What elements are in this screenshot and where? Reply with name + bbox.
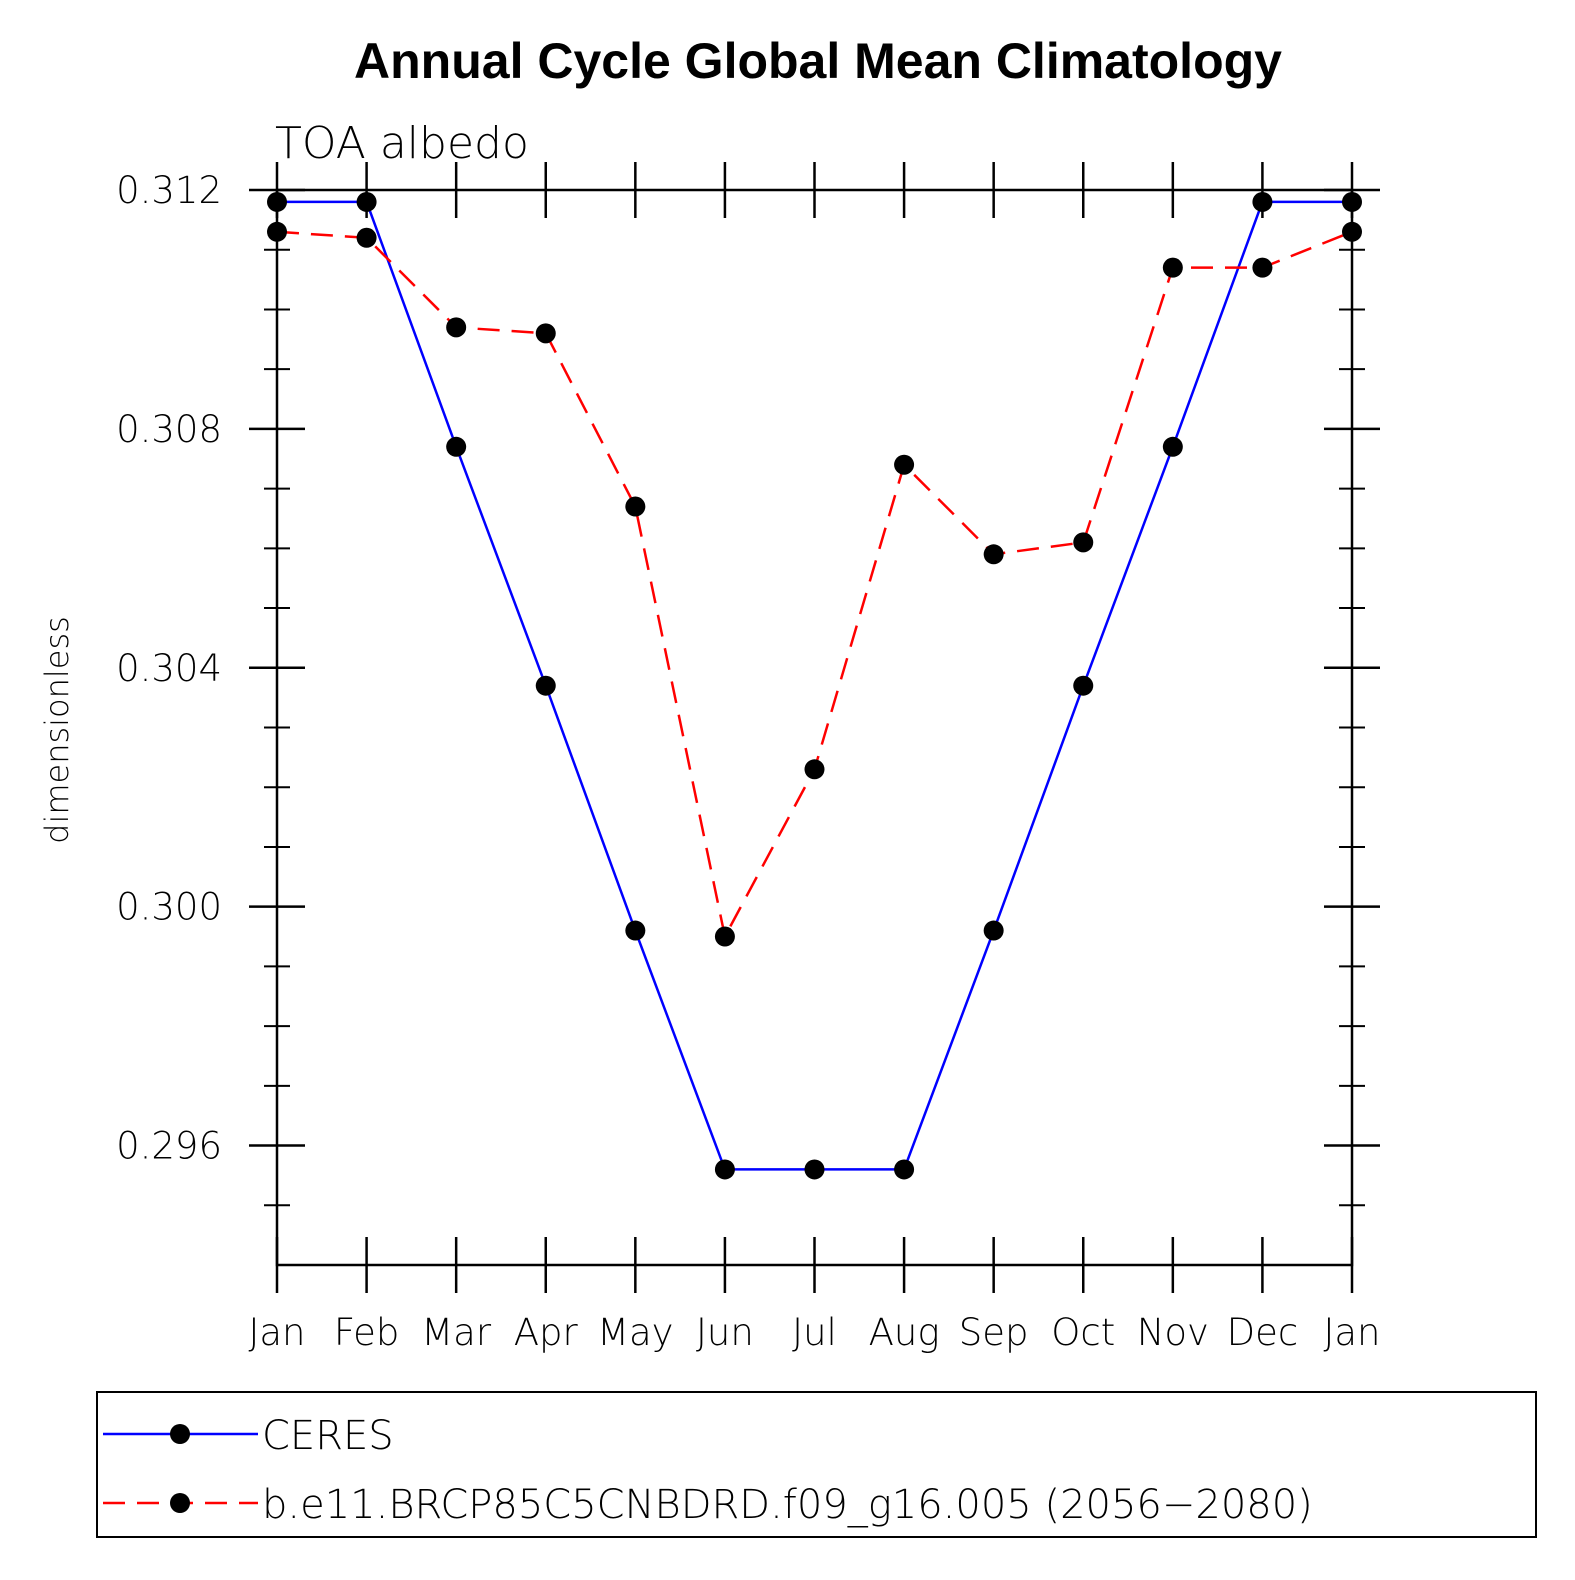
x-tick-label: Apr bbox=[514, 1311, 579, 1354]
series-line-1 bbox=[277, 200, 1352, 1171]
y-tick-label: 0.304 bbox=[116, 647, 222, 690]
x-tick-label: Oct bbox=[1051, 1311, 1115, 1354]
x-tick-label: Jan bbox=[248, 1311, 305, 1354]
chart-title: Annual Cycle Global Mean Climatology bbox=[354, 33, 1282, 89]
plot-frame bbox=[275, 188, 1354, 1267]
series-1-point bbox=[267, 191, 287, 212]
x-tick-label: Mar bbox=[421, 1311, 492, 1354]
x-tick-label: Jan bbox=[1323, 1311, 1380, 1354]
series-2-point bbox=[1342, 221, 1362, 242]
legend-marker-2 bbox=[170, 1493, 190, 1513]
series-2-point bbox=[714, 926, 735, 947]
series-2-point bbox=[356, 227, 377, 248]
series-1-point bbox=[1073, 675, 1094, 696]
x-tick-label: Dec bbox=[1227, 1311, 1299, 1354]
series-1-point bbox=[894, 1159, 915, 1180]
series-2-point bbox=[625, 496, 646, 517]
series-2-point bbox=[267, 221, 287, 242]
series-1-point bbox=[804, 1159, 825, 1180]
legend-marker-1 bbox=[170, 1424, 190, 1444]
series-2-point bbox=[1073, 532, 1094, 553]
legend-label-2: b.e11.BRCP85C5CNBDRD.f09_g16.005 (2056−2… bbox=[262, 1482, 1313, 1528]
series-1-point bbox=[1162, 436, 1183, 457]
series-2-point bbox=[894, 454, 915, 475]
series-1-point bbox=[1252, 191, 1273, 212]
x-tick-label: Feb bbox=[334, 1311, 400, 1354]
y-tick-label: 0.308 bbox=[116, 408, 222, 451]
chart-subtitle: TOA albedo bbox=[275, 118, 529, 169]
legend-label-1: CERES bbox=[262, 1413, 394, 1459]
series-1-point bbox=[1342, 191, 1362, 212]
plot-area: 0.312 0.308 0.304 0.300 0.296 Jan Feb Mar Apr May… bbox=[116, 162, 1381, 1354]
series-2-point bbox=[535, 323, 556, 344]
legend: CERES b.e11.BRCP85C5CNBDRD.f09_g16.005 (2… bbox=[96, 1391, 1537, 1538]
y-axis-label: dimensionless bbox=[38, 616, 76, 844]
x-tick-label: Jun bbox=[696, 1311, 754, 1354]
x-tick-label: Aug bbox=[869, 1311, 940, 1354]
series-2-point bbox=[446, 317, 467, 338]
series-2-point bbox=[983, 544, 1004, 565]
x-tick-label: May bbox=[597, 1311, 674, 1354]
y-tick-label: 0.312 bbox=[116, 169, 222, 212]
legend-box bbox=[96, 1391, 1537, 1538]
series-1-point bbox=[535, 675, 556, 696]
y-tick-label: 0.296 bbox=[116, 1125, 222, 1168]
series-1-point bbox=[983, 920, 1004, 941]
x-tick-label: Jul bbox=[792, 1311, 837, 1354]
series-2-point bbox=[1252, 257, 1273, 278]
series-1-point bbox=[625, 920, 646, 941]
series-2-point bbox=[804, 759, 825, 780]
series-line-2 bbox=[276, 230, 1353, 941]
x-tick-label: Sep bbox=[959, 1311, 1029, 1354]
series-1-point bbox=[356, 191, 377, 212]
series-1-point bbox=[714, 1159, 735, 1180]
y-tick-label: 0.300 bbox=[116, 886, 222, 929]
x-tick-label: Nov bbox=[1137, 1311, 1209, 1354]
series-1-point bbox=[446, 436, 467, 457]
series-2-point bbox=[1162, 257, 1183, 278]
